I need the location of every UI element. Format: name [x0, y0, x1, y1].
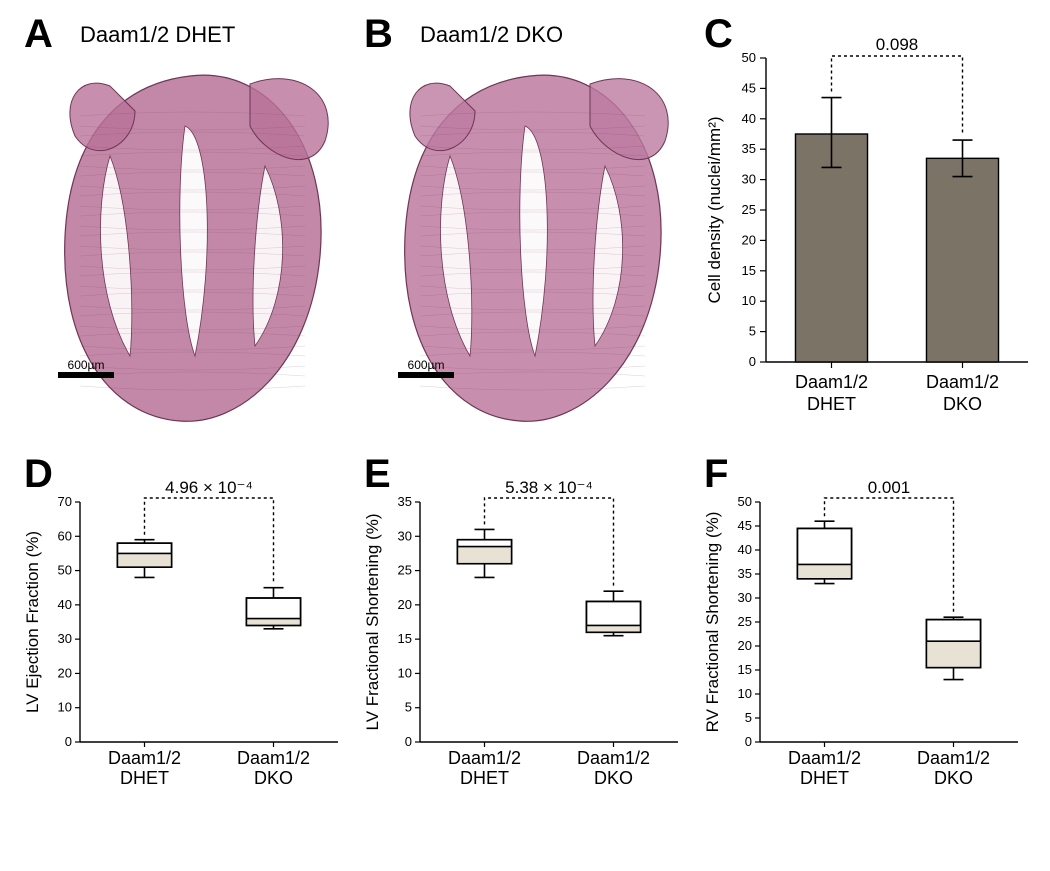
- svg-text:20: 20: [738, 638, 752, 653]
- scale-bar-label: 600µm: [408, 358, 445, 372]
- scale-bar: 600µm: [398, 358, 454, 378]
- svg-text:50: 50: [58, 563, 72, 578]
- svg-text:Daam1/2: Daam1/2: [237, 748, 310, 768]
- svg-text:20: 20: [398, 597, 412, 612]
- scale-bar: 600µm: [58, 358, 114, 378]
- svg-text:Cell density (nuclei/mm²): Cell density (nuclei/mm²): [705, 116, 724, 303]
- svg-text:DKO: DKO: [934, 768, 973, 788]
- svg-text:20: 20: [742, 232, 756, 247]
- boxplot-f: 0 5 10 15 20 25 30 35 40 45 50 RV Fractional Shorte…: [700, 460, 1030, 810]
- svg-text:10: 10: [398, 665, 412, 680]
- svg-text:0.001: 0.001: [868, 478, 911, 497]
- scale-bar-line: [58, 372, 114, 378]
- svg-text:25: 25: [742, 202, 756, 217]
- svg-text:Daam1/2: Daam1/2: [448, 748, 521, 768]
- svg-text:DHET: DHET: [807, 394, 856, 414]
- svg-text:RV Fractional Shortening (%): RV Fractional Shortening (%): [703, 512, 722, 733]
- svg-text:DKO: DKO: [254, 768, 293, 788]
- svg-text:15: 15: [738, 662, 752, 677]
- svg-text:DKO: DKO: [943, 394, 982, 414]
- svg-text:45: 45: [738, 518, 752, 533]
- svg-text:15: 15: [742, 263, 756, 278]
- boxplot-d: 010203040506070LV Ejection Fraction (%)D…: [20, 460, 350, 810]
- svg-text:5: 5: [745, 710, 752, 725]
- panel-letter: F: [704, 452, 728, 497]
- svg-text:5: 5: [749, 324, 756, 339]
- svg-text:20: 20: [58, 665, 72, 680]
- scale-bar-label: 600µm: [68, 358, 105, 372]
- svg-text:0: 0: [745, 734, 752, 749]
- svg-text:0: 0: [749, 354, 756, 369]
- svg-text:25: 25: [738, 614, 752, 629]
- svg-text:DHET: DHET: [800, 768, 849, 788]
- svg-text:DHET: DHET: [460, 768, 509, 788]
- svg-text:30: 30: [398, 528, 412, 543]
- svg-text:35: 35: [738, 566, 752, 581]
- svg-text:DKO: DKO: [594, 768, 633, 788]
- panel-letter: B: [364, 12, 393, 57]
- panel-letter: A: [24, 12, 53, 57]
- scale-bar-line: [398, 372, 454, 378]
- svg-text:DHET: DHET: [120, 768, 169, 788]
- svg-text:5.38 × 10⁻⁴: 5.38 × 10⁻⁴: [505, 478, 593, 497]
- panel-e: E 05101520253035LV Fractional Shortening…: [360, 460, 690, 810]
- panel-c: C 05101520253035404550Cell density (nucl…: [700, 20, 1040, 440]
- svg-text:40: 40: [58, 597, 72, 612]
- histology-image-b: 600µm: [380, 56, 680, 436]
- svg-text:60: 60: [58, 528, 72, 543]
- svg-text:45: 45: [742, 80, 756, 95]
- figure-grid: A Daam1/2 DHET 600µm B Daam1/2 DKO 600µm…: [20, 20, 1030, 810]
- svg-text:Daam1/2: Daam1/2: [926, 372, 999, 392]
- panel-letter: C: [704, 12, 733, 57]
- panel-d: D 010203040506070LV Ejection Fraction (%…: [20, 460, 350, 810]
- svg-text:30: 30: [58, 631, 72, 646]
- svg-text:50: 50: [738, 494, 752, 509]
- svg-text:40: 40: [742, 111, 756, 126]
- svg-text:25: 25: [398, 563, 412, 578]
- svg-text:30: 30: [742, 172, 756, 187]
- panel-f: F 05101520253035404550RV Fractional Shor…: [700, 460, 1040, 810]
- svg-text:70: 70: [58, 494, 72, 509]
- svg-text:0: 0: [65, 734, 72, 749]
- svg-text:Daam1/2: Daam1/2: [917, 748, 990, 768]
- svg-text:LV Fractional Shortening (%): LV Fractional Shortening (%): [363, 513, 382, 730]
- panel-b: B Daam1/2 DKO 600µm: [360, 20, 690, 440]
- svg-text:4.96 × 10⁻⁴: 4.96 × 10⁻⁴: [165, 478, 253, 497]
- svg-text:10: 10: [738, 686, 752, 701]
- svg-text:Daam1/2: Daam1/2: [788, 748, 861, 768]
- panel-title: Daam1/2 DKO: [420, 22, 563, 48]
- svg-text:35: 35: [398, 494, 412, 509]
- svg-text:0.098: 0.098: [876, 35, 919, 54]
- svg-text:40: 40: [738, 542, 752, 557]
- svg-text:10: 10: [58, 700, 72, 715]
- svg-text:5: 5: [405, 700, 412, 715]
- svg-text:LV Ejection Fraction (%): LV Ejection Fraction (%): [23, 531, 42, 713]
- svg-text:Daam1/2: Daam1/2: [108, 748, 181, 768]
- svg-text:15: 15: [398, 631, 412, 646]
- bar-chart-c: 0 5 10 15 20 25 30 35 40 45 50 Cell density (nuclei…: [700, 20, 1040, 440]
- svg-text:Daam1/2: Daam1/2: [577, 748, 650, 768]
- panel-a: A Daam1/2 DHET 600µm: [20, 20, 350, 440]
- panel-letter: E: [364, 452, 391, 497]
- svg-text:35: 35: [742, 141, 756, 156]
- svg-text:30: 30: [738, 590, 752, 605]
- svg-text:Daam1/2: Daam1/2: [795, 372, 868, 392]
- panel-letter: D: [24, 452, 53, 497]
- svg-text:0: 0: [405, 734, 412, 749]
- svg-text:50: 50: [742, 50, 756, 65]
- svg-text:10: 10: [742, 293, 756, 308]
- histology-image-a: 600µm: [40, 56, 340, 436]
- panel-title: Daam1/2 DHET: [80, 22, 235, 48]
- boxplot-e: 0 5 10 15 20 25 30 35 LV Fractional Shortening (…: [360, 460, 690, 810]
